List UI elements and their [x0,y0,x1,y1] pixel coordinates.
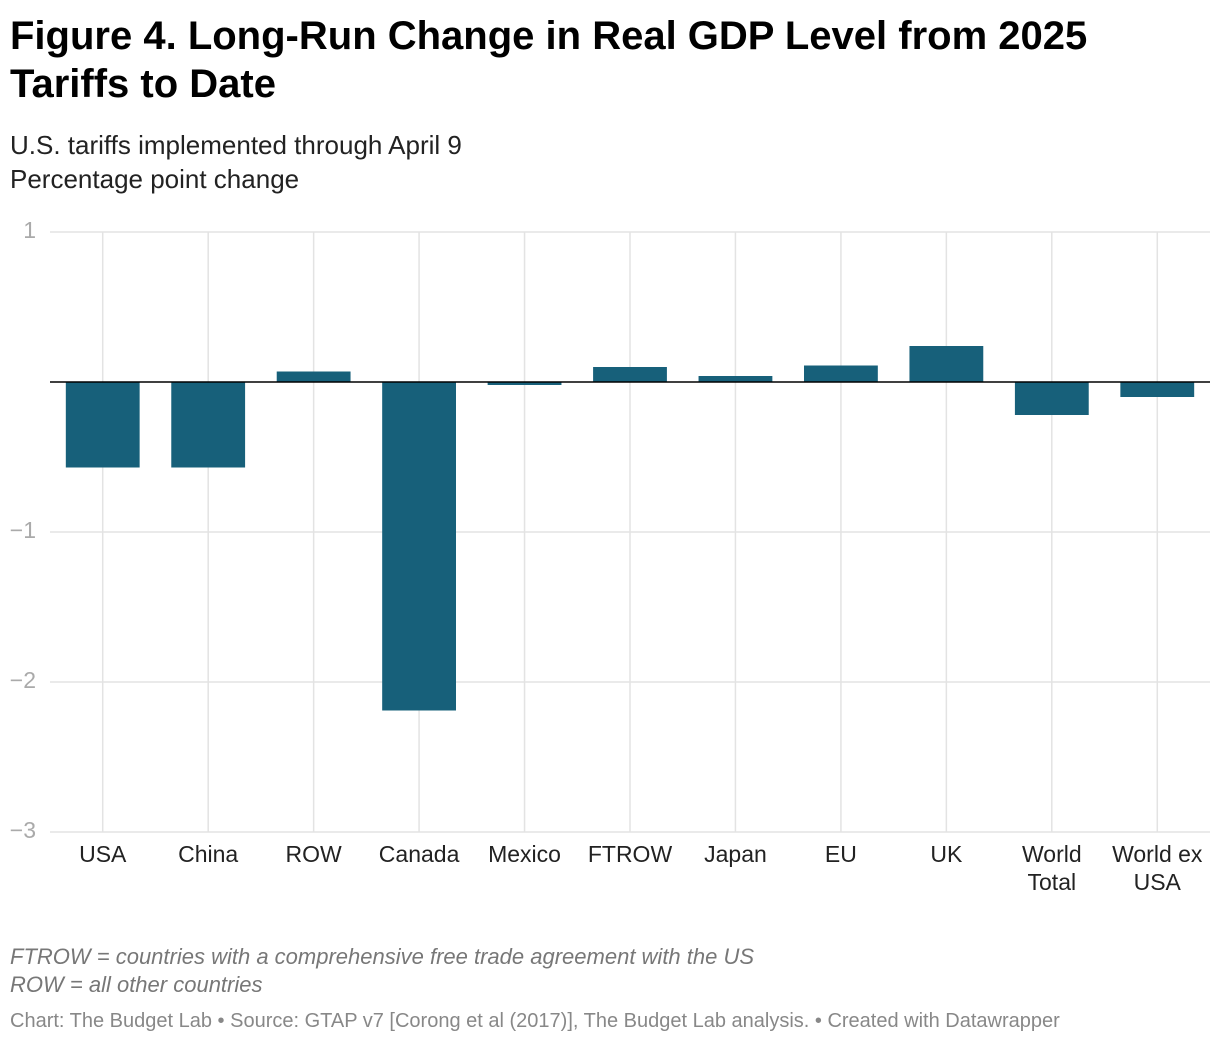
bar [487,382,562,385]
bar [276,371,351,382]
x-tick-label: World Total [1022,841,1082,895]
subtitle: U.S. tariffs implemented through April 9 [10,130,462,160]
note: FTROW = countries with a comprehensive f… [10,944,755,969]
y-tick-label: −2 [10,667,36,693]
x-tick-label: ROW [286,841,343,867]
x-tick-label: UK [930,841,963,867]
bar [909,346,984,382]
x-tick-label: Mexico [488,841,561,867]
bar [593,367,667,382]
subtitle: Percentage point change [10,164,300,194]
chart-title: Figure 4. Long-Run Change in Real GDP Le… [10,14,1088,106]
y-tick-label: −3 [10,817,36,843]
x-tick-label: FTROW [588,841,673,867]
bar [171,382,246,468]
y-tick-label: 1 [23,217,36,243]
x-tick-label: EU [825,841,857,867]
bar [382,382,456,711]
note: ROW = all other countries [10,972,263,997]
y-tick-label: −1 [10,517,36,543]
bar [1120,382,1195,397]
x-tick-label: China [178,841,238,867]
bar [1014,382,1089,415]
bar [65,382,140,468]
bar [698,376,773,382]
x-tick-label: Japan [704,841,767,867]
chart: −3 −2 −1 1 USA China ROW Canada Mexico FTROW Japan… [10,217,1210,895]
x-tick-label: USA [79,841,127,867]
x-tick-label: Canada [379,841,460,867]
credit: Chart: The Budget Lab • Source: GTAP v7 … [10,1010,1060,1032]
bar [804,365,878,382]
x-tick-label: World ex USA [1112,841,1203,895]
